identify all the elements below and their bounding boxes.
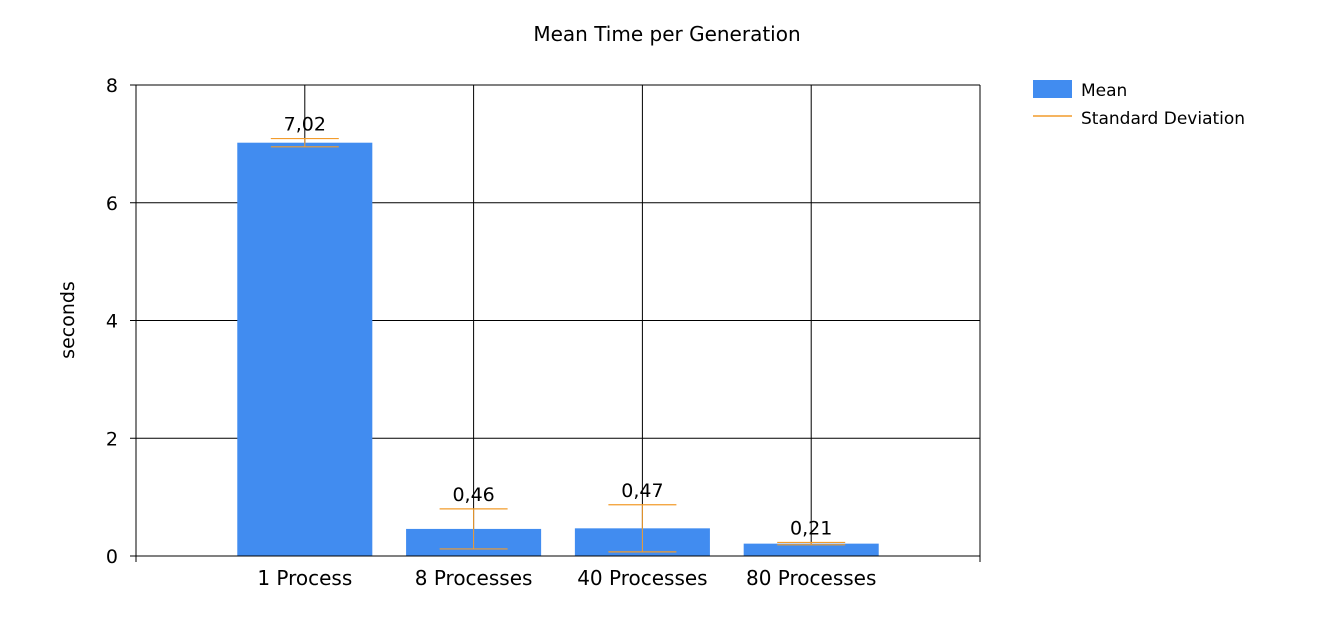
- y-tick-label: 0: [106, 546, 118, 568]
- x-tick-label: 1 Process: [257, 566, 352, 590]
- data-label: 0,21: [790, 517, 832, 539]
- data-labels: 7,02 0,46 0,47 0,21: [284, 114, 833, 540]
- x-tick-label: 8 Processes: [415, 566, 533, 590]
- bar-mean: [237, 142, 373, 556]
- x-tick-label: 40 Processes: [577, 566, 707, 590]
- data-label: 0,47: [621, 480, 663, 502]
- legend-label-std: Standard Deviation: [1081, 109, 1245, 129]
- y-axis-label: seconds: [57, 281, 79, 359]
- y-tick-label: 2: [106, 428, 118, 450]
- y-tick-label: 8: [106, 75, 118, 97]
- bar-mean: [743, 543, 879, 556]
- y-tick-label: 4: [106, 311, 118, 333]
- bars: [237, 142, 879, 556]
- y-tick-label: 6: [106, 193, 118, 215]
- error-bars: [270, 137, 846, 553]
- axes: 0 2 4 6 8 1 Process 8 Processes 40 Processes 80 …: [106, 75, 981, 590]
- chart-title: Mean Time per Generation: [533, 22, 800, 46]
- legend-label-mean: Mean: [1081, 81, 1127, 101]
- data-label: 7,02: [284, 114, 326, 136]
- x-tick-label: 80 Processes: [746, 566, 876, 590]
- data-label: 0,46: [452, 484, 494, 506]
- legend-swatch-mean: [1033, 80, 1072, 98]
- legend: Mean Standard Deviation: [1033, 80, 1245, 129]
